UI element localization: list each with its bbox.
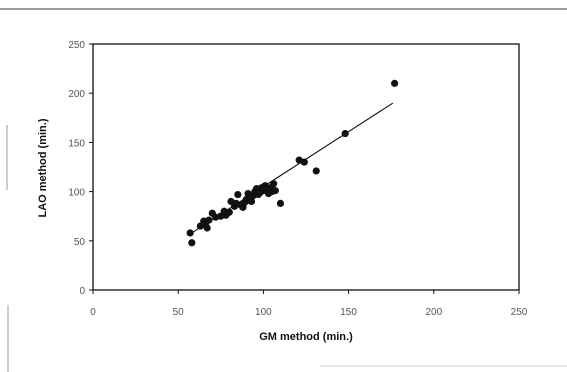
data-point [271,187,279,195]
y-tick-label: 0 [79,286,85,297]
data-points [186,79,399,247]
data-point [270,180,278,188]
y-tick-label: 100 [68,188,85,199]
data-point [205,216,213,224]
data-point [391,79,399,87]
data-point [188,239,196,247]
y-axis-title: LAO method (min.) [37,118,49,217]
x-tick-label: 250 [511,307,528,318]
data-point [300,158,308,166]
data-point [312,167,320,175]
data-point [225,208,233,216]
x-axis-title: GM method (min.) [259,331,353,343]
x-tick-label: 200 [425,307,442,318]
y-tick-label: 50 [74,237,86,248]
x-tick-label: 50 [173,307,185,318]
data-point [234,190,242,199]
x-axis-ticks: 0 50 100 150 200 250 [90,290,528,318]
data-point [341,129,349,138]
plot-area [92,43,520,291]
x-tick-label: 150 [340,307,357,318]
data-point [247,197,256,206]
data-point [203,224,211,232]
y-tick-label: 200 [68,89,85,100]
y-tick-label: 150 [68,138,85,149]
data-point [186,229,194,237]
x-tick-label: 100 [255,307,272,318]
x-tick-label: 0 [90,307,96,318]
data-point [276,199,285,208]
y-tick-label: 250 [68,40,85,51]
y-axis-ticks: 0 50 100 150 200 250 [68,40,93,297]
